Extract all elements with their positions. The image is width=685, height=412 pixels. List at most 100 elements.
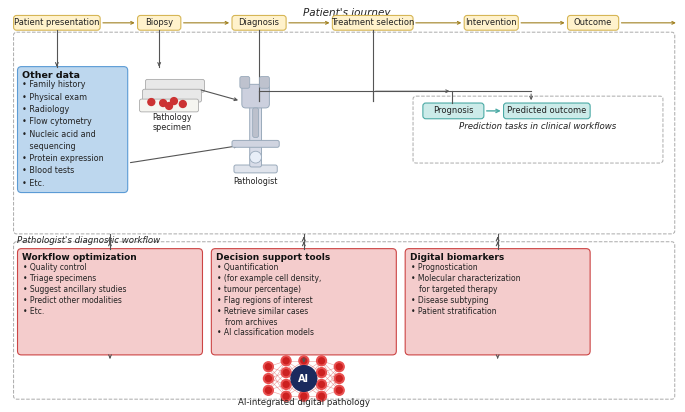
Text: Decision support tools: Decision support tools	[216, 253, 330, 262]
FancyBboxPatch shape	[140, 99, 199, 112]
FancyBboxPatch shape	[503, 103, 590, 119]
Text: AI-integrated digital pathology: AI-integrated digital pathology	[238, 398, 370, 407]
FancyBboxPatch shape	[240, 77, 250, 88]
Text: • Protein expression: • Protein expression	[23, 154, 104, 163]
Text: Outcome: Outcome	[574, 19, 612, 27]
Circle shape	[282, 356, 291, 366]
Circle shape	[319, 370, 325, 376]
FancyBboxPatch shape	[253, 108, 258, 138]
Text: • Disease subtyping: • Disease subtyping	[411, 296, 488, 305]
Text: Patient's journey: Patient's journey	[303, 7, 390, 18]
FancyBboxPatch shape	[567, 16, 619, 30]
Circle shape	[299, 391, 309, 401]
Text: • Etc.: • Etc.	[23, 179, 45, 188]
FancyBboxPatch shape	[405, 248, 590, 355]
FancyBboxPatch shape	[232, 140, 279, 147]
Text: Other data: Other data	[23, 70, 80, 80]
Text: Predicted outcome: Predicted outcome	[507, 106, 586, 115]
FancyBboxPatch shape	[18, 67, 127, 192]
FancyBboxPatch shape	[242, 84, 269, 108]
Circle shape	[299, 368, 309, 377]
Text: • (for example cell density,: • (for example cell density,	[217, 274, 322, 283]
Text: sequencing: sequencing	[23, 142, 76, 151]
Circle shape	[283, 358, 289, 364]
Circle shape	[301, 393, 307, 399]
Circle shape	[282, 368, 291, 377]
Text: • Quality control: • Quality control	[23, 263, 87, 272]
Circle shape	[316, 356, 327, 366]
FancyBboxPatch shape	[234, 165, 277, 173]
Text: Prediction tasks in clinical workflows: Prediction tasks in clinical workflows	[460, 122, 616, 131]
FancyBboxPatch shape	[423, 103, 484, 119]
Text: Patient presentation: Patient presentation	[14, 19, 99, 27]
Text: Pathologist's diagnostic workflow: Pathologist's diagnostic workflow	[17, 236, 160, 245]
Circle shape	[148, 98, 155, 105]
Circle shape	[316, 391, 327, 401]
FancyBboxPatch shape	[260, 77, 269, 88]
Text: • Suggest ancillary studies: • Suggest ancillary studies	[23, 285, 127, 294]
Circle shape	[264, 374, 273, 384]
FancyBboxPatch shape	[14, 16, 100, 30]
FancyBboxPatch shape	[18, 248, 203, 355]
Text: Prognosis: Prognosis	[433, 106, 473, 115]
FancyBboxPatch shape	[250, 106, 262, 167]
Circle shape	[334, 374, 344, 384]
Text: AI: AI	[299, 374, 310, 384]
Circle shape	[299, 356, 309, 366]
Text: Biopsy: Biopsy	[145, 19, 173, 27]
Circle shape	[316, 379, 327, 389]
Text: • Flag regions of interest: • Flag regions of interest	[217, 296, 313, 305]
Circle shape	[336, 376, 342, 382]
Circle shape	[319, 358, 325, 364]
Circle shape	[319, 393, 325, 399]
Circle shape	[264, 362, 273, 372]
FancyBboxPatch shape	[332, 16, 413, 30]
Text: Intervention: Intervention	[465, 19, 517, 27]
Text: • Etc.: • Etc.	[23, 307, 45, 316]
Circle shape	[283, 382, 289, 387]
Text: • Flow cytometry: • Flow cytometry	[23, 117, 92, 126]
Text: Workflow optimization: Workflow optimization	[23, 253, 137, 262]
Text: Diagnosis: Diagnosis	[238, 19, 279, 27]
Text: Treatment selection: Treatment selection	[331, 19, 414, 27]
Text: • Predict other modalities: • Predict other modalities	[23, 296, 123, 305]
FancyBboxPatch shape	[138, 16, 181, 30]
Circle shape	[266, 387, 271, 393]
Circle shape	[171, 98, 177, 105]
Text: • Patient stratification: • Patient stratification	[411, 307, 497, 316]
Circle shape	[301, 370, 307, 376]
Circle shape	[299, 379, 309, 389]
Text: • Quantification: • Quantification	[217, 263, 279, 272]
Text: • Molecular characterization: • Molecular characterization	[411, 274, 521, 283]
Circle shape	[291, 366, 316, 391]
Text: for targeted therapy: for targeted therapy	[419, 285, 497, 294]
Text: • tumour percentage): • tumour percentage)	[217, 285, 301, 294]
Circle shape	[166, 103, 173, 110]
Circle shape	[319, 382, 325, 387]
Text: • Blood tests: • Blood tests	[23, 166, 75, 176]
Text: • Retrieve similar cases: • Retrieve similar cases	[217, 307, 308, 316]
Circle shape	[316, 368, 327, 377]
Circle shape	[160, 100, 166, 106]
Text: • Physical exam: • Physical exam	[23, 93, 88, 102]
Circle shape	[282, 379, 291, 389]
Text: • Prognostication: • Prognostication	[411, 263, 477, 272]
Circle shape	[336, 387, 342, 393]
Text: Pathology
specimen: Pathology specimen	[152, 113, 192, 132]
Circle shape	[266, 376, 271, 382]
Text: from archives: from archives	[225, 318, 277, 327]
Text: • Nucleic acid and: • Nucleic acid and	[23, 130, 96, 138]
Circle shape	[179, 101, 186, 108]
Text: Digital biomarkers: Digital biomarkers	[410, 253, 504, 262]
Text: • Radiology: • Radiology	[23, 105, 70, 114]
Circle shape	[283, 393, 289, 399]
Circle shape	[282, 391, 291, 401]
Circle shape	[301, 358, 307, 364]
Text: • Family history: • Family history	[23, 80, 86, 89]
Circle shape	[266, 364, 271, 370]
Circle shape	[250, 151, 262, 163]
Circle shape	[283, 370, 289, 376]
Circle shape	[264, 385, 273, 395]
FancyBboxPatch shape	[232, 16, 286, 30]
Text: • AI classification models: • AI classification models	[217, 328, 314, 337]
